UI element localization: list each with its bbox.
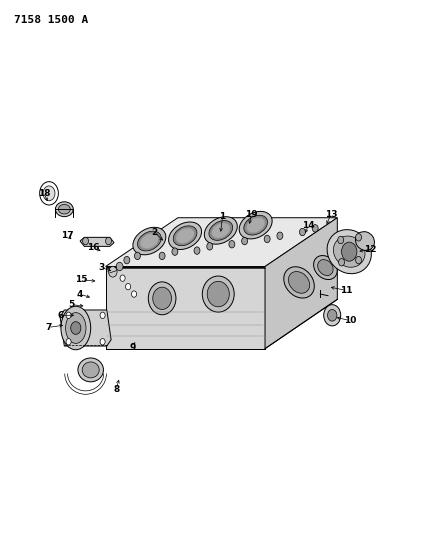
Polygon shape <box>106 217 337 266</box>
Text: 13: 13 <box>325 210 337 219</box>
Circle shape <box>43 186 55 201</box>
Ellipse shape <box>140 233 158 248</box>
Ellipse shape <box>173 226 197 246</box>
Circle shape <box>312 224 318 232</box>
Circle shape <box>134 252 140 260</box>
Ellipse shape <box>327 230 372 273</box>
Ellipse shape <box>169 222 202 249</box>
Text: 10: 10 <box>344 316 356 325</box>
Circle shape <box>66 312 71 318</box>
Text: 9: 9 <box>129 343 136 352</box>
Circle shape <box>83 237 89 245</box>
Ellipse shape <box>204 217 237 244</box>
Text: 14: 14 <box>302 221 315 230</box>
Polygon shape <box>60 310 111 346</box>
Circle shape <box>100 338 105 345</box>
Circle shape <box>194 247 200 254</box>
Circle shape <box>172 248 178 255</box>
Circle shape <box>100 312 105 318</box>
Circle shape <box>277 232 283 239</box>
Circle shape <box>131 291 137 297</box>
Circle shape <box>356 233 362 241</box>
Ellipse shape <box>149 282 176 315</box>
Ellipse shape <box>239 212 272 239</box>
Text: 7: 7 <box>45 323 51 332</box>
Circle shape <box>109 266 117 277</box>
Ellipse shape <box>65 313 86 343</box>
Text: 4: 4 <box>77 289 83 298</box>
Ellipse shape <box>137 231 161 251</box>
Ellipse shape <box>284 266 314 298</box>
Ellipse shape <box>318 260 333 276</box>
Circle shape <box>120 275 125 281</box>
Ellipse shape <box>356 232 374 251</box>
Circle shape <box>342 242 357 261</box>
Text: 5: 5 <box>68 300 74 309</box>
Ellipse shape <box>209 221 233 240</box>
Text: 17: 17 <box>61 231 74 240</box>
Circle shape <box>229 240 235 248</box>
Circle shape <box>300 228 306 236</box>
Circle shape <box>116 262 123 271</box>
Ellipse shape <box>55 202 73 216</box>
Text: 7158 1500 A: 7158 1500 A <box>14 14 89 25</box>
Text: 18: 18 <box>38 189 50 198</box>
Polygon shape <box>80 237 114 246</box>
Circle shape <box>356 256 362 264</box>
Ellipse shape <box>61 306 91 350</box>
Polygon shape <box>106 266 265 349</box>
Text: 6: 6 <box>58 311 64 320</box>
Ellipse shape <box>176 228 194 244</box>
Circle shape <box>264 235 270 243</box>
Ellipse shape <box>212 223 230 238</box>
Ellipse shape <box>58 205 70 214</box>
Text: 19: 19 <box>245 210 258 219</box>
Circle shape <box>339 259 345 266</box>
Text: 1: 1 <box>220 212 226 221</box>
Text: 15: 15 <box>75 275 88 284</box>
Circle shape <box>124 256 130 264</box>
Circle shape <box>327 310 337 321</box>
Circle shape <box>66 338 71 345</box>
Circle shape <box>106 237 112 245</box>
Ellipse shape <box>78 358 104 382</box>
Text: 3: 3 <box>98 263 104 272</box>
Circle shape <box>324 305 341 326</box>
Ellipse shape <box>82 362 99 378</box>
Circle shape <box>338 236 344 244</box>
Ellipse shape <box>288 272 309 293</box>
Circle shape <box>125 284 131 290</box>
Ellipse shape <box>333 236 365 267</box>
Circle shape <box>159 252 165 260</box>
Ellipse shape <box>153 287 172 310</box>
Text: 2: 2 <box>152 228 158 237</box>
Ellipse shape <box>202 276 234 312</box>
Polygon shape <box>265 217 337 349</box>
Circle shape <box>242 237 247 245</box>
Ellipse shape <box>247 217 265 233</box>
Ellipse shape <box>314 255 337 280</box>
Ellipse shape <box>207 281 229 307</box>
Ellipse shape <box>244 215 268 235</box>
Text: 16: 16 <box>86 244 99 253</box>
Text: 11: 11 <box>339 286 352 295</box>
Text: 8: 8 <box>113 385 119 394</box>
Ellipse shape <box>133 227 166 255</box>
Circle shape <box>207 243 213 250</box>
Text: 12: 12 <box>364 245 377 254</box>
Circle shape <box>71 321 81 334</box>
